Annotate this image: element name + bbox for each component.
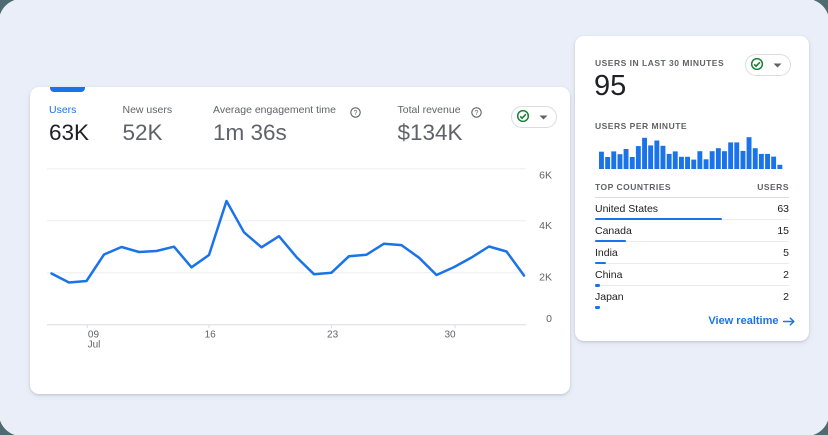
svg-text:Jul: Jul [88,340,101,351]
svg-text:09: 09 [88,330,100,341]
svg-text:?: ? [354,110,358,117]
svg-text:16: 16 [205,330,217,341]
svg-text:6K: 6K [539,169,552,181]
svg-text:2K: 2K [539,272,552,284]
svg-text:4K: 4K [539,220,552,232]
svg-text:?: ? [475,110,479,117]
svg-text:30: 30 [444,330,456,341]
svg-text:23: 23 [327,330,339,341]
svg-text:0: 0 [546,313,552,325]
